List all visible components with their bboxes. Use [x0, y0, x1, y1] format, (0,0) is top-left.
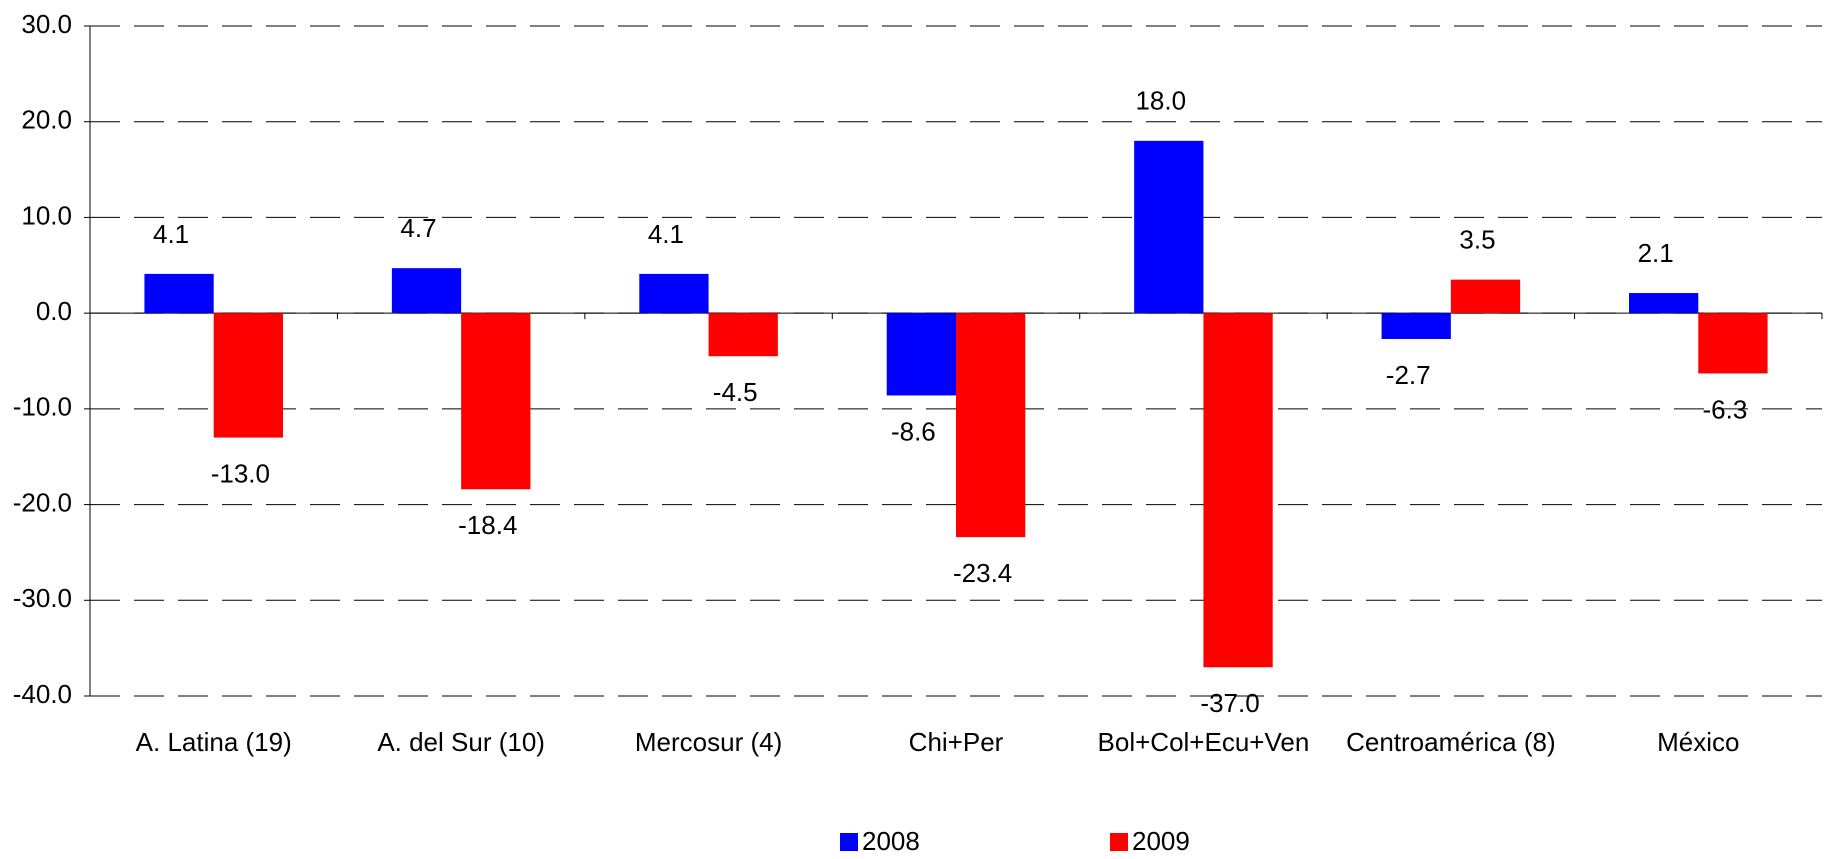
bar: [1134, 140, 1204, 314]
value-label: -4.5: [713, 377, 758, 407]
legend-swatch: [840, 833, 858, 851]
bar: [461, 313, 531, 490]
bar: [213, 313, 283, 438]
y-tick-label: 10.0: [21, 200, 72, 230]
value-label: 4.1: [648, 219, 684, 249]
x-tick-label: Centroamérica (8): [1346, 727, 1556, 757]
y-tick-label: -20.0: [13, 487, 72, 517]
value-label: 18.0: [1135, 86, 1186, 116]
x-tick-label: Chi+Per: [909, 727, 1004, 757]
y-tick-label: 30.0: [21, 9, 72, 39]
bar: [1450, 279, 1521, 314]
value-label: -13.0: [211, 458, 270, 488]
value-label: 4.7: [400, 213, 436, 243]
bar: [1698, 313, 1768, 374]
value-label: 3.5: [1459, 225, 1495, 255]
bar: [1629, 293, 1699, 314]
value-label: -18.4: [458, 510, 517, 540]
y-tick-label: -40.0: [13, 679, 72, 709]
value-label: 4.1: [153, 219, 189, 249]
bar: [886, 313, 956, 396]
value-label: -37.0: [1200, 688, 1259, 718]
value-label: -6.3: [1703, 394, 1748, 424]
bar: [1203, 313, 1273, 668]
legend-swatch: [1110, 833, 1128, 851]
value-label: 2.1: [1638, 238, 1674, 268]
value-label: -23.4: [953, 558, 1012, 588]
x-tick-label: A. del Sur (10): [377, 727, 545, 757]
y-tick-label: -10.0: [13, 392, 72, 422]
bar: [639, 273, 709, 314]
bar: [1381, 313, 1451, 339]
x-tick-label: Mercosur (4): [635, 727, 782, 757]
y-tick-label: 0.0: [36, 296, 72, 326]
legend-label: 2009: [1132, 826, 1190, 856]
y-tick-label: -30.0: [13, 583, 72, 613]
x-tick-label: México: [1657, 727, 1739, 757]
y-tick-label: 20.0: [21, 105, 72, 135]
x-tick-label: Bol+Col+Ecu+Ven: [1098, 727, 1310, 757]
bar: [391, 268, 462, 314]
x-tick-label: A. Latina (19): [136, 727, 292, 757]
bar: [956, 313, 1026, 538]
legend-label: 2008: [862, 826, 920, 856]
value-label: -2.7: [1386, 360, 1431, 390]
bar: [144, 273, 214, 314]
bar: [708, 313, 778, 357]
value-label: -8.6: [891, 416, 936, 446]
